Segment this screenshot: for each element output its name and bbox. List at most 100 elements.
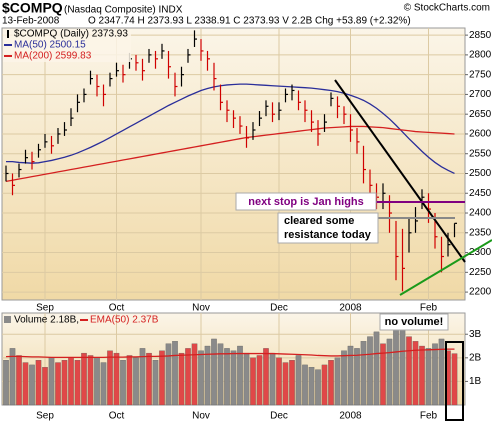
volume-bar — [386, 338, 393, 406]
y-tick-label: 2800 — [469, 50, 492, 61]
moving-average — [6, 83, 455, 175]
volume-bar — [61, 360, 68, 406]
volume-bar — [243, 352, 250, 406]
note: no volume! — [385, 316, 444, 328]
volume-bar — [412, 341, 419, 406]
y-tick-label: 2750 — [469, 69, 492, 80]
volume-bar — [334, 357, 341, 406]
volume-bar — [139, 348, 146, 406]
x-tick-label: 2008 — [339, 303, 362, 314]
volume-bar — [107, 350, 113, 406]
volume-bar — [425, 348, 432, 406]
volume-bar — [22, 362, 29, 406]
volume-bar — [94, 357, 100, 406]
volume-bar — [263, 348, 269, 406]
volume-bar — [295, 355, 302, 406]
volume-bar — [282, 362, 289, 406]
volume-bar — [42, 367, 48, 406]
volume-bar — [133, 357, 139, 406]
legend-label: Volume 2.18B, — [14, 315, 79, 326]
volume-bar — [191, 343, 198, 406]
y-tick-label: 2600 — [469, 129, 492, 140]
x-tick-label: Sep — [36, 303, 54, 314]
volume-bar — [354, 348, 360, 406]
volume-bar — [120, 360, 126, 406]
quote-date: 13-Feb-2008 — [2, 16, 60, 27]
x-tick-label: 2008 — [339, 411, 362, 422]
note-box — [379, 313, 449, 331]
y-tick-label: 2200 — [469, 287, 492, 298]
x-tick-label: Oct — [109, 303, 125, 314]
x-tick-label: Nov — [192, 303, 210, 314]
volume-bar — [451, 353, 458, 406]
price-panel — [1, 27, 466, 301]
x-tick-label: Nov — [192, 411, 210, 422]
volume-bar — [419, 345, 425, 406]
legend-label: $COMPQ (Daily) 2373.93 — [14, 29, 128, 40]
volume-bar — [256, 355, 263, 406]
volume-bar — [393, 327, 399, 406]
y-tick-label: 2650 — [469, 109, 492, 120]
x-tick-label: Oct — [109, 411, 125, 422]
volume-bar — [373, 331, 380, 406]
volume-bar — [55, 362, 61, 406]
volume-bar — [152, 360, 159, 406]
y-tick-label: 1B — [469, 376, 482, 387]
volume-bar — [321, 364, 328, 406]
volume-bar — [438, 338, 445, 406]
volume-bar — [328, 360, 334, 406]
volume-bar — [432, 343, 438, 406]
x-tick-label: Dec — [270, 303, 288, 314]
volume-bar — [87, 355, 94, 406]
volume-bar — [276, 357, 282, 406]
volume-bar — [217, 343, 224, 406]
y-tick-label: 2450 — [469, 188, 492, 199]
volume-bar — [367, 336, 373, 406]
volume-bar — [35, 360, 42, 406]
y-tick-label: 2700 — [469, 89, 492, 100]
volume-bar — [380, 343, 386, 406]
volume-layer: 1B 2B 3B Sep Oct Nov Dec 2008 Feb Volume 2.18B, EM… — [2, 313, 482, 422]
volume-bar — [48, 357, 55, 406]
volume-bar — [289, 360, 295, 406]
volume-bar — [308, 367, 315, 406]
y-tick-label: 2400 — [469, 208, 492, 219]
volume-bar — [198, 350, 204, 406]
volume-bar — [230, 350, 237, 406]
volume-bar — [269, 352, 276, 406]
volume-bar — [178, 352, 185, 406]
volume-bar — [9, 348, 16, 406]
volume-bar — [211, 338, 217, 406]
note: resistance today — [284, 229, 372, 241]
volume-bar — [126, 355, 133, 406]
volume-bar — [113, 352, 120, 406]
y-tick-label: 2B — [469, 352, 482, 363]
note-box — [235, 192, 377, 211]
volume-bar — [29, 364, 35, 406]
quote: O 2347.74 H 2373.93 L 2338.91 C 2373.93 … — [88, 16, 411, 27]
note-box — [277, 212, 379, 244]
legend-swatch — [4, 316, 11, 323]
y-tick-label: 2850 — [469, 30, 492, 41]
legend-box — [3, 29, 131, 62]
volume-bar — [3, 360, 9, 406]
y-tick-label: 3B — [469, 329, 482, 340]
volume-bar — [68, 357, 74, 406]
volume-bar — [16, 355, 22, 406]
note: cleared some — [284, 215, 354, 227]
x-tick-label: Dec — [270, 411, 288, 422]
volume-bar — [406, 336, 412, 406]
volume-bar — [399, 329, 406, 406]
trend-line — [334, 79, 466, 263]
volume-bar — [165, 343, 172, 406]
volume-bar — [81, 352, 87, 406]
x-tick-label: Feb — [420, 303, 438, 314]
index-name: (Nasdaq Composite) INDX — [64, 5, 183, 16]
source: © StockCharts.com — [404, 3, 490, 14]
highlight-box — [445, 341, 464, 421]
note: next stop is Jan highs — [248, 196, 364, 208]
volume-bar — [360, 341, 367, 406]
support-line — [399, 239, 492, 296]
volume-bar — [185, 348, 191, 406]
